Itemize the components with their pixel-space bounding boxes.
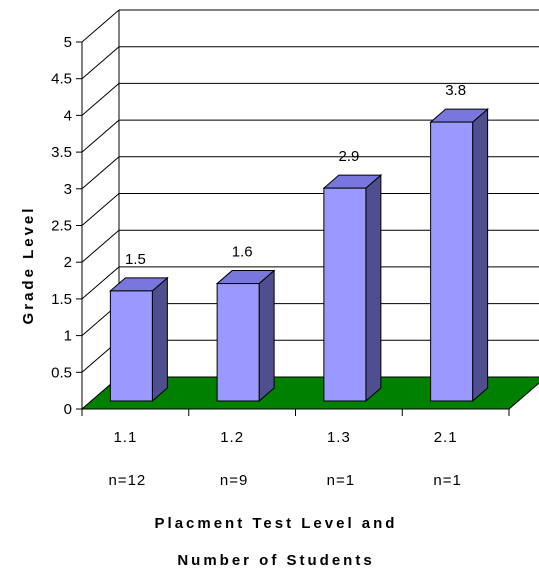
side-gridline xyxy=(81,229,120,263)
bar-side xyxy=(151,276,168,403)
y-axis-title: Grade Level xyxy=(20,206,37,325)
x-tick-label: 1.1 xyxy=(113,429,137,446)
side-gridline xyxy=(81,46,120,80)
bar-front xyxy=(430,121,474,402)
data-label: 1.6 xyxy=(232,244,253,261)
bar-front xyxy=(323,187,367,402)
bar xyxy=(322,174,383,403)
y-tick-label: 1.5 xyxy=(51,291,72,308)
side-gridline xyxy=(81,193,120,226)
side-gridline xyxy=(81,119,120,153)
x-tick-sublabel: n=1 xyxy=(327,472,355,489)
x-tick-label: 2.1 xyxy=(434,429,458,446)
x-axis-title-line-1: Placment Test Level and xyxy=(155,515,398,532)
y-tick-label: 2.5 xyxy=(51,218,72,235)
y-axis-ticks: 0 0.5 1 1.5 2 2.5 3 3.5 4 4.5 5 xyxy=(51,34,82,418)
y-tick-label: 0.5 xyxy=(51,364,72,381)
side-gridline xyxy=(81,83,120,116)
y-tick-label: 0 xyxy=(64,401,72,418)
data-label: 2.9 xyxy=(338,148,359,165)
side-gridline xyxy=(81,156,120,190)
y-tick-label: 3 xyxy=(64,181,72,198)
bar-front xyxy=(216,283,260,402)
x-tick-sublabel: n=9 xyxy=(220,472,248,489)
y-tick-label: 1 xyxy=(64,328,72,345)
side-gridline xyxy=(81,266,120,300)
y-tick-label: 4 xyxy=(64,107,72,124)
data-label: 3.8 xyxy=(445,82,466,99)
y-tick-label: 5 xyxy=(64,34,72,51)
side-gridline xyxy=(81,9,120,43)
y-tick-label: 4.5 xyxy=(51,71,72,88)
bars xyxy=(109,107,489,403)
x-tick-sublabel: n=12 xyxy=(108,472,146,489)
x-axis: 1.1 n=12 1.2 n=9 1.3 n=1 2.1 n=1 xyxy=(81,408,510,489)
bar-side xyxy=(258,269,275,403)
bar xyxy=(429,107,489,403)
bar xyxy=(215,269,276,403)
bar-side xyxy=(365,174,382,403)
y-tick-label: 2 xyxy=(64,254,72,271)
y-tick-label: 3.5 xyxy=(51,144,72,161)
x-tick-sublabel: n=1 xyxy=(433,472,461,489)
bar-front xyxy=(109,290,153,402)
x-tick-label: 1.2 xyxy=(220,429,244,446)
x-axis-title-line-2: Number of Students xyxy=(177,552,374,569)
bar-side xyxy=(472,107,489,403)
data-labels: 1.5 1.6 2.9 3.8 xyxy=(125,82,466,268)
x-tick-label: 1.3 xyxy=(327,429,351,446)
data-label: 1.5 xyxy=(125,251,146,268)
bar xyxy=(109,276,169,403)
